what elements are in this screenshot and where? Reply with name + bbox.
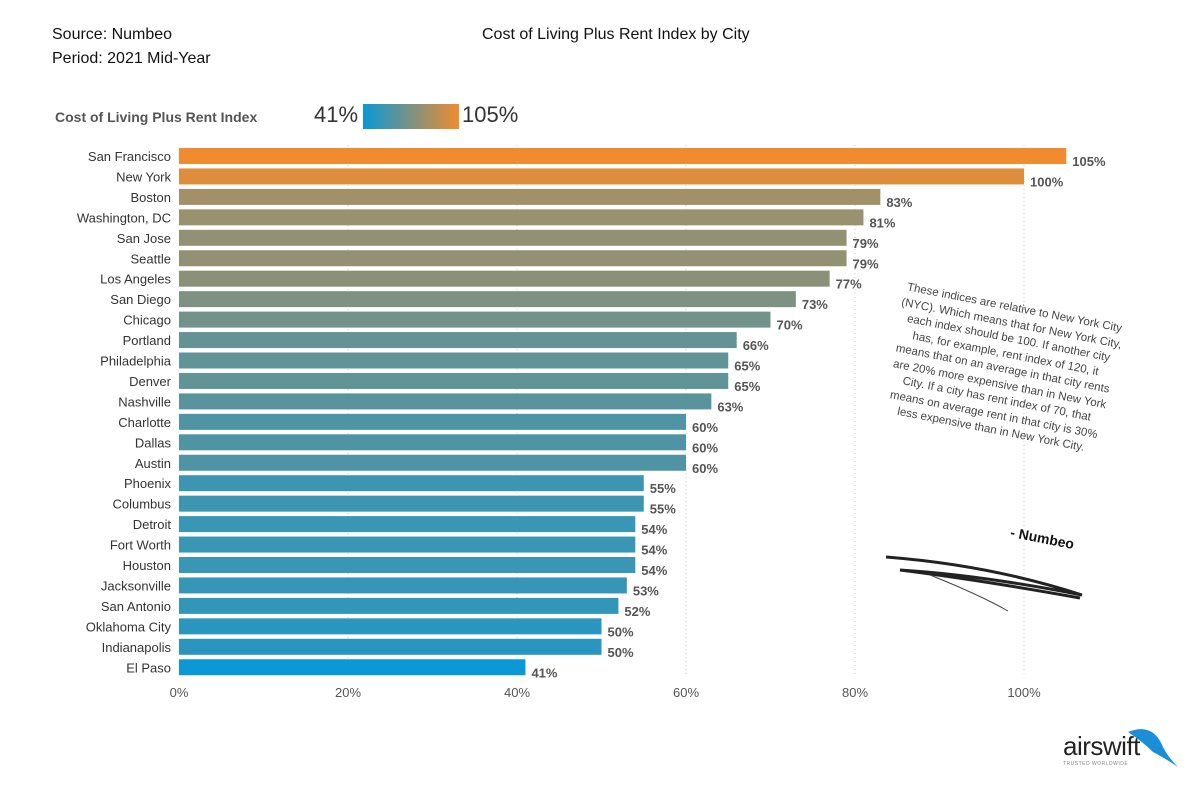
value-label: 105% [1072, 154, 1106, 169]
bar [179, 372, 729, 389]
x-tick-label: 60% [673, 685, 699, 700]
value-label: 50% [608, 624, 634, 639]
value-label: 65% [734, 359, 760, 374]
bar [179, 597, 619, 614]
bar [179, 577, 627, 594]
swift-bird-icon [1128, 729, 1178, 767]
bar [179, 475, 644, 492]
value-label: 83% [886, 195, 912, 210]
category-label: Jacksonville [101, 578, 171, 593]
value-label: 52% [624, 604, 650, 619]
value-label: 60% [692, 461, 718, 476]
bar [179, 659, 526, 676]
category-label: Dallas [135, 435, 172, 450]
category-label: Philadelphia [100, 354, 172, 369]
value-label: 55% [650, 481, 676, 496]
bar [179, 291, 796, 308]
logo-tagline: TRUSTED WORLDWIDE [1063, 761, 1129, 767]
category-label: Nashville [118, 394, 171, 409]
value-label: 54% [641, 543, 667, 558]
category-label: Boston [131, 190, 171, 205]
logo-text: airswift [1063, 731, 1140, 761]
value-label: 77% [836, 277, 862, 292]
bar [179, 250, 847, 267]
value-label: 70% [777, 318, 803, 333]
chart-title: Cost of Living Plus Rent Index by City [482, 26, 750, 43]
period-label: Period: 2021 Mid-Year [52, 50, 211, 67]
legend-title: Cost of Living Plus Rent Index [55, 109, 258, 125]
category-label: San Francisco [88, 149, 171, 164]
category-label: Washington, DC [77, 210, 171, 225]
category-label: Columbus [112, 497, 171, 512]
value-label: 50% [608, 645, 634, 660]
value-label: 73% [802, 297, 828, 312]
value-label: 41% [531, 665, 557, 680]
bar [179, 393, 712, 410]
bar [179, 270, 830, 287]
bar [179, 332, 737, 349]
bar [179, 188, 881, 205]
x-tick-label: 40% [504, 685, 530, 700]
category-label: El Paso [126, 660, 171, 675]
legend-color-scale [363, 104, 459, 129]
value-label: 79% [853, 236, 879, 251]
value-label: 65% [734, 379, 760, 394]
value-label: 81% [869, 215, 895, 230]
bar [179, 454, 686, 471]
bar [179, 557, 636, 573]
value-label: 79% [853, 256, 879, 271]
bar [179, 495, 644, 512]
bar [179, 148, 1067, 164]
airswift-logo: airswift TRUSTED WORLDWIDE [1063, 729, 1178, 768]
bar [179, 536, 636, 553]
category-label: San Diego [110, 292, 171, 307]
value-label: 54% [641, 522, 667, 537]
category-label: Seattle [131, 251, 171, 266]
bar [179, 638, 602, 655]
category-label: Houston [123, 558, 171, 573]
bar [179, 516, 636, 533]
category-label: Detroit [133, 517, 172, 532]
category-label: New York [116, 169, 171, 184]
category-label: Denver [129, 374, 172, 389]
category-label: Portland [123, 333, 171, 348]
bar [179, 209, 864, 226]
x-tick-label: 80% [842, 685, 868, 700]
category-label: Fort Worth [110, 538, 171, 553]
x-tick-label: 100% [1007, 685, 1041, 700]
legend-max-label: 105% [462, 102, 519, 127]
category-label: San Antonio [101, 599, 171, 614]
category-label: Phoenix [124, 476, 171, 491]
value-label: 53% [633, 583, 659, 598]
bar [179, 434, 686, 451]
value-label: 55% [650, 502, 676, 517]
source-label: Source: Numbeo [52, 26, 173, 43]
legend-min-label: 41% [314, 102, 359, 127]
bar [179, 618, 602, 635]
category-label: Indianapolis [102, 640, 172, 655]
category-label: Austin [135, 456, 171, 471]
category-label: Oklahoma City [86, 619, 172, 634]
category-label: San Jose [117, 231, 171, 246]
bar [179, 229, 847, 246]
bar [179, 352, 729, 369]
value-label: 100% [1030, 174, 1064, 189]
value-label: 60% [692, 440, 718, 455]
value-label: 60% [692, 420, 718, 435]
bar [179, 311, 771, 328]
value-label: 54% [641, 563, 667, 578]
category-label: Los Angeles [100, 272, 171, 287]
x-tick-label: 0% [170, 685, 189, 700]
value-label: 63% [717, 399, 743, 414]
bar [179, 413, 686, 430]
bar [179, 168, 1024, 185]
category-label: Charlotte [118, 415, 171, 430]
value-label: 66% [743, 338, 769, 353]
x-tick-label: 20% [335, 685, 361, 700]
category-label: Chicago [123, 313, 171, 328]
